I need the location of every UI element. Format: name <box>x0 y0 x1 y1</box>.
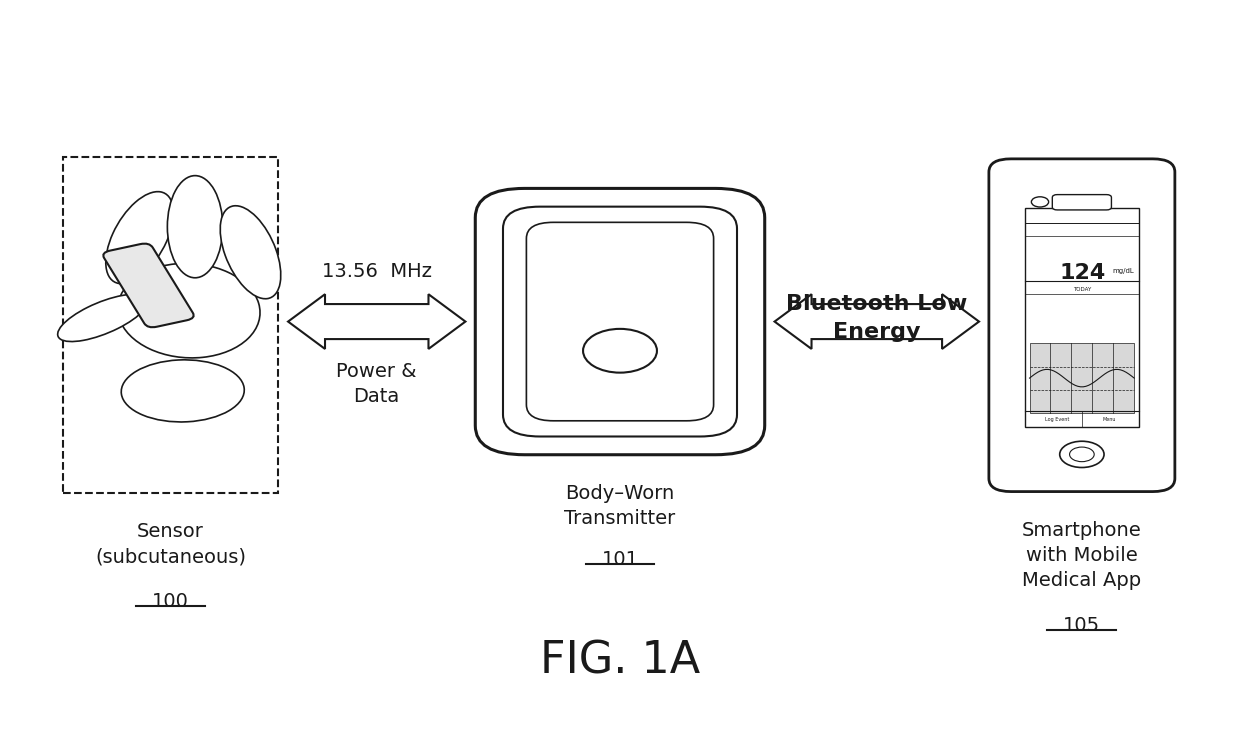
Text: Smartphone
with Mobile
Medical App: Smartphone with Mobile Medical App <box>1022 521 1142 590</box>
FancyBboxPatch shape <box>503 207 737 436</box>
Bar <box>1029 343 1135 413</box>
Ellipse shape <box>167 176 223 277</box>
Circle shape <box>1070 447 1094 462</box>
Text: Power &
Data: Power & Data <box>336 362 417 406</box>
Text: FIG. 1A: FIG. 1A <box>539 640 701 683</box>
FancyBboxPatch shape <box>1053 195 1111 210</box>
Ellipse shape <box>122 360 244 422</box>
Text: Bluetooth Low
Energy: Bluetooth Low Energy <box>786 294 967 342</box>
Bar <box>1024 208 1140 427</box>
Text: TODAY: TODAY <box>1073 287 1091 292</box>
Text: mg/dL: mg/dL <box>1112 269 1135 275</box>
Polygon shape <box>775 294 980 349</box>
Text: 100: 100 <box>153 592 188 610</box>
Text: Sensor
(subcutaneous): Sensor (subcutaneous) <box>95 523 246 566</box>
FancyBboxPatch shape <box>103 244 193 327</box>
Text: 105: 105 <box>1064 615 1100 635</box>
FancyBboxPatch shape <box>527 222 713 421</box>
Text: 101: 101 <box>601 550 639 568</box>
Text: 13.56  MHz: 13.56 MHz <box>321 263 432 281</box>
Ellipse shape <box>57 294 148 342</box>
Text: Menu: Menu <box>1102 417 1116 422</box>
Polygon shape <box>288 294 465 349</box>
Circle shape <box>1032 197 1049 207</box>
Circle shape <box>583 329 657 373</box>
FancyBboxPatch shape <box>988 159 1174 492</box>
Ellipse shape <box>221 206 280 299</box>
FancyBboxPatch shape <box>475 188 765 455</box>
Ellipse shape <box>105 192 174 283</box>
Text: Log Event: Log Event <box>1045 417 1069 422</box>
Ellipse shape <box>118 263 260 358</box>
Bar <box>63 157 278 493</box>
Circle shape <box>1060 441 1104 467</box>
Text: 124: 124 <box>1060 263 1106 283</box>
Text: Body–Worn
Transmitter: Body–Worn Transmitter <box>564 484 676 528</box>
